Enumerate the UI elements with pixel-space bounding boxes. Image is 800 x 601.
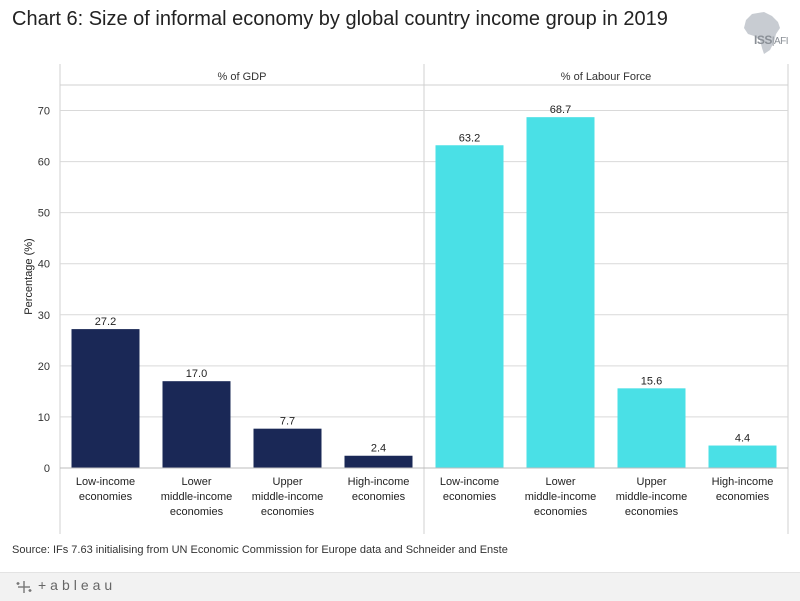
y-tick-label: 70: [38, 106, 50, 118]
category-label: economies: [443, 491, 497, 503]
category-label: Lower: [546, 476, 576, 488]
source-note: Source: IFs 7.63 initialising from UN Ec…: [12, 544, 508, 556]
category-label: Low-income: [440, 476, 499, 488]
logo-brand: ISS: [754, 33, 772, 47]
y-tick-label: 20: [38, 361, 50, 373]
panel-header: % of GDP: [218, 71, 267, 83]
iss-logo: ISS|AFI: [754, 33, 789, 47]
category-label: economies: [534, 506, 588, 518]
y-tick-label: 30: [38, 310, 50, 322]
chart-title: Chart 6: Size of informal economy by glo…: [12, 8, 668, 30]
africa-map-icon: [744, 12, 780, 54]
data-label: 63.2: [459, 132, 480, 144]
bar: [71, 329, 140, 468]
y-axis-title: Percentage (%): [23, 238, 35, 314]
data-label: 68.7: [550, 104, 571, 116]
data-label: 2.4: [371, 443, 386, 455]
data-label: 7.7: [280, 416, 295, 428]
bar-chart: 0 10 20 30 40 50 60 70 Percentage (%) % of GDP 27.…: [23, 64, 789, 534]
bar: [708, 445, 777, 468]
data-label: 27.2: [95, 316, 116, 328]
data-label: 17.0: [186, 368, 207, 380]
category-label: middle-income: [252, 491, 324, 503]
category-label: Upper: [637, 476, 667, 488]
category-label: economies: [261, 506, 315, 518]
y-tick-label: 60: [38, 157, 50, 169]
bar: [617, 388, 686, 468]
y-tick-label: 10: [38, 412, 50, 424]
bar: [162, 381, 231, 468]
data-label: 4.4: [735, 433, 750, 445]
category-label: Lower: [182, 476, 212, 488]
category-label: Low-income: [76, 476, 135, 488]
category-label: middle-income: [161, 491, 233, 503]
bar: [344, 455, 413, 468]
panel-header: % of Labour Force: [561, 71, 652, 83]
y-tick-label: 0: [44, 463, 50, 475]
data-label: 15.6: [641, 375, 662, 387]
category-label: High-income: [348, 476, 410, 488]
bar: [435, 145, 504, 468]
category-label: economies: [79, 491, 133, 503]
category-label: middle-income: [525, 491, 597, 503]
bar: [526, 117, 595, 468]
bar: [253, 428, 322, 468]
y-tick-label: 40: [38, 259, 50, 271]
tableau-logo-icon[interactable]: [14, 579, 34, 595]
category-label: High-income: [712, 476, 774, 488]
logo-suffix: AFI: [773, 36, 789, 47]
tableau-wordmark[interactable]: +ableau: [38, 577, 117, 593]
category-label: middle-income: [616, 491, 688, 503]
category-label: Upper: [273, 476, 303, 488]
category-label: economies: [625, 506, 679, 518]
tableau-footer: +ableau: [0, 572, 800, 601]
category-label: economies: [170, 506, 224, 518]
y-tick-label: 50: [38, 208, 50, 220]
category-label: economies: [352, 491, 406, 503]
category-label: economies: [716, 491, 770, 503]
